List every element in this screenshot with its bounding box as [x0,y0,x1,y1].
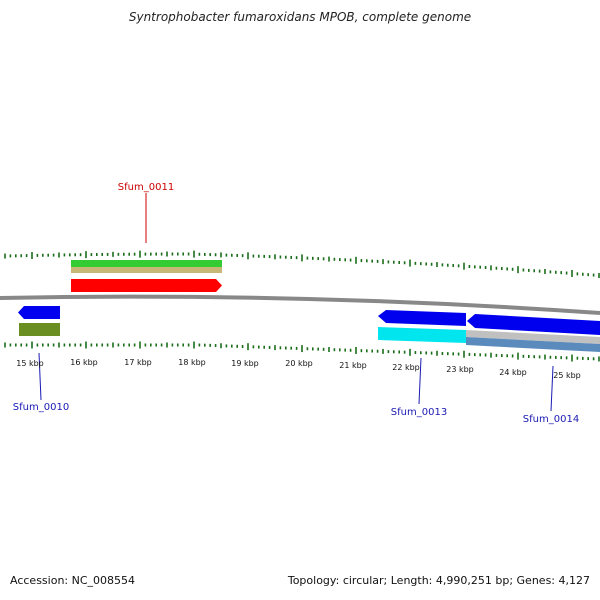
gene-feature-sfum-0013[interactable] [378,327,466,343]
gene-label-sfum-0010[interactable]: Sfum_0010 [13,402,69,413]
scale-label: 19 kbp [231,359,259,368]
lower-tick-track [4,341,600,362]
scale-label: 22 kbp [392,363,420,372]
gene-label-sfum-0013[interactable]: Sfum_0013 [391,407,447,418]
scale-label: 15 kbp [16,359,44,368]
cds-arrow-icon[interactable] [378,310,466,326]
scale-label: 20 kbp [285,359,313,368]
cds-arrow-icon[interactable] [18,306,60,319]
genome-backbone [0,294,600,315]
upper-tick-track [4,250,600,278]
gene-label-sfum-0014[interactable]: Sfum_0014 [523,414,579,425]
scale-label: 23 kbp [446,365,474,374]
gene-feature-sfum-0014[interactable] [466,330,600,344]
leader-line-sfum-0013 [418,357,422,405]
gene-feature-sfum-0014-steel[interactable] [466,337,600,352]
scale-label: 25 kbp [553,371,581,380]
gene-feature-sfum-0010[interactable] [19,323,60,336]
scale-label: 17 kbp [124,358,152,367]
cds-arrow-icon[interactable] [71,279,222,292]
map-title: Syntrophobacter fumaroxidans MPOB, compl… [128,10,472,24]
gene-label-sfum-0011[interactable]: Sfum_0011 [118,182,174,193]
leader-line-sfum-0010 [38,352,42,401]
scale-label: 16 kbp [70,358,98,367]
gene-feature-sfum-0011[interactable] [71,260,222,267]
summary-text: Topology: circular; Length: 4,990,251 bp… [287,574,590,587]
scale-label: 18 kbp [178,358,206,367]
accession-text: Accession: NC_008554 [10,574,136,587]
leader-line-sfum-0014 [550,365,554,412]
scale-label: 24 kbp [499,368,527,377]
gene-feature-sfum-0011-alt[interactable] [71,267,222,273]
scale-label: 21 kbp [339,361,367,370]
cds-arrow-icon[interactable] [467,314,600,335]
